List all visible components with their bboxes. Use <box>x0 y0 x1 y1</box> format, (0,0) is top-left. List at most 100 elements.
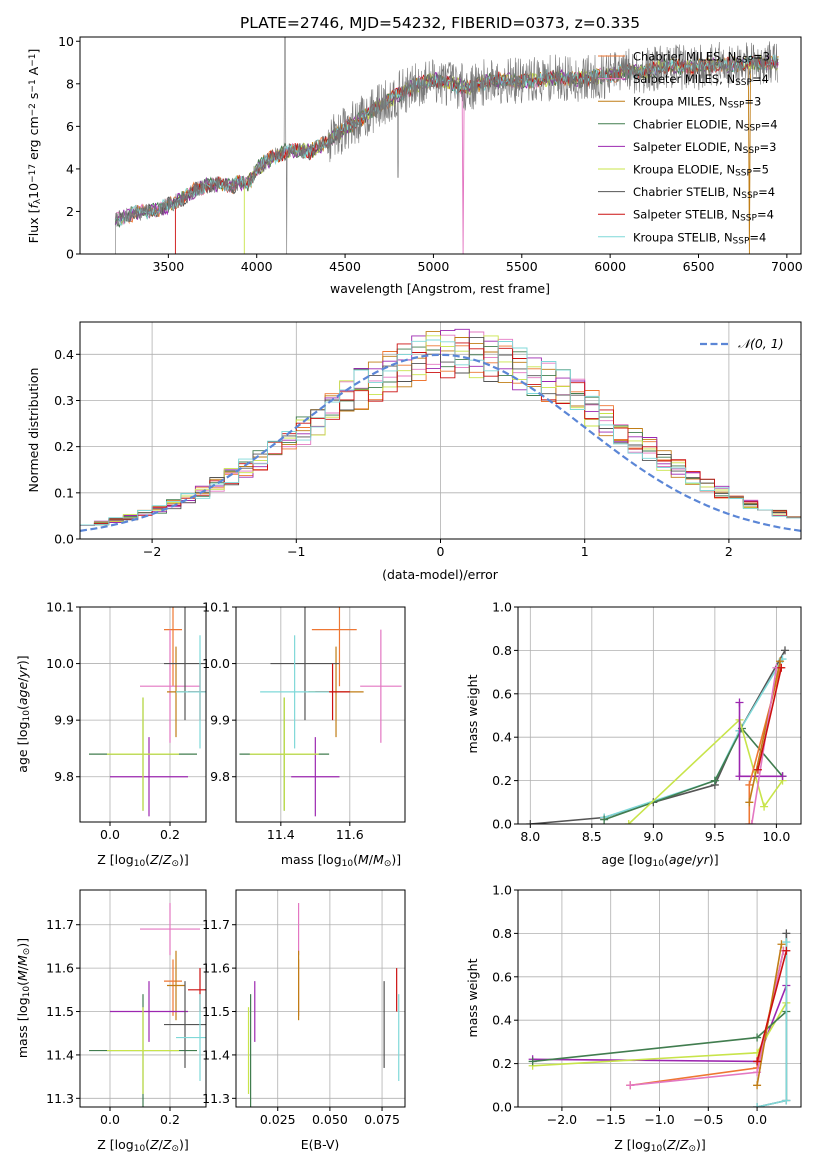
label-part: −2 <box>28 103 38 116</box>
label-part: Z [log <box>614 1137 650 1152</box>
label-part: ⊙ <box>384 859 392 869</box>
legend-entry: Kroupa ELODIE, NSSP=5 <box>633 163 769 179</box>
weight-marker <box>526 820 535 824</box>
label-part: N <box>731 208 740 222</box>
label-part: mass [log <box>15 997 30 1058</box>
x-tick-label: 0.050 <box>312 1112 348 1127</box>
frame: 0.0 0.2 11.3 11.4 11.5 11.6 11.7 <box>46 889 207 1127</box>
y-tick-label: 0.0 <box>54 532 74 547</box>
x-tick-label: 0.2 <box>160 827 180 842</box>
weight-marker <box>782 929 791 938</box>
y-tick-label: 0.8 <box>492 926 512 941</box>
legend-entry: Salpeter ELODIE, NSSP=3 <box>633 140 776 156</box>
y-tick-label: 11.5 <box>202 1004 230 1019</box>
label-part: M <box>15 970 30 981</box>
weight-line-krou_elodie <box>628 718 784 824</box>
frame: 0.025 0.050 0.075 11.3 11.4 11.5 11.6 11.7 <box>202 889 406 1127</box>
label-part: Chabrier MILES, <box>633 50 728 64</box>
label-part: N <box>719 95 728 109</box>
label-part: SSP <box>735 78 752 88</box>
y-tick-label: 0.4 <box>492 730 512 745</box>
axes-mass_vs_Z: 0.0 0.2 11.3 11.4 11.5 11.6 11.7 <box>46 889 207 1127</box>
x-tick-label: −1.5 <box>596 1112 626 1127</box>
label-part: / <box>15 677 30 682</box>
label-part: −1 <box>28 53 38 66</box>
x-tick-label: 6500 <box>683 259 715 274</box>
label-part: Z <box>666 1137 676 1152</box>
x-tick-label: 0.025 <box>260 1112 296 1127</box>
x-tick-label: 2 <box>725 544 733 559</box>
legend-entry: Kroupa STELIB, NSSP=4 <box>633 230 766 246</box>
label-part: M <box>15 955 30 966</box>
y-tick-label: 9.8 <box>54 769 74 784</box>
x-tick-label: 4000 <box>241 259 273 274</box>
y-axis-label: mass [log10(M/M⊙)] <box>15 938 32 1058</box>
y-axis-label: age [log10(age/yr)] <box>15 655 32 772</box>
weight-marker <box>776 657 785 666</box>
gaussian-curve <box>80 353 801 532</box>
x-tick-label: 0.0 <box>747 1112 767 1127</box>
x-tick-label: 9.5 <box>705 829 725 844</box>
x-axis-label: mass [log10(M/M⊙)] <box>281 852 401 869</box>
weight-line-krou_stelib <box>603 658 784 819</box>
label-part: Z [log <box>97 852 133 867</box>
x-tick-label: 0.0 <box>100 827 120 842</box>
plot-area <box>89 607 206 817</box>
label-part: =4 <box>749 230 766 244</box>
y-tick-label: 0.8 <box>492 643 512 658</box>
label-part: age <box>669 852 693 867</box>
frame: −2.0 −1.5 −1.0 −0.5 0.0 0.0 0.2 0.4 0.6 0.8 1.0 <box>492 883 802 1127</box>
axes-age_vs_Z: 0.0 0.2 9.8 9.9 10.0 10.1 <box>46 600 207 842</box>
label-part: SSP <box>741 191 758 201</box>
weight-marker <box>747 820 756 824</box>
label-part: mass [log <box>281 852 342 867</box>
label-part: SSP <box>735 169 752 179</box>
weight-marker <box>528 1057 537 1066</box>
label-part: N <box>735 117 744 131</box>
label-part: ⊙ <box>22 948 32 956</box>
legend-entry: Chabrier STELIB, NSSP=4 <box>633 185 775 201</box>
weight-marker <box>782 938 791 947</box>
x-tick-label: 1 <box>581 544 589 559</box>
label-part: SSP <box>733 237 750 247</box>
observed-spectrum <box>115 37 779 254</box>
label-part: / <box>692 852 697 867</box>
label-part: =3 <box>744 95 761 109</box>
y-tick-label: 2 <box>66 204 74 219</box>
x-tick-label: 8.0 <box>520 829 540 844</box>
label-part: Kroupa STELIB, <box>633 230 724 244</box>
label-part: 10 <box>342 859 354 869</box>
axes-mass_vs_ebv: 0.025 0.050 0.075 11.3 11.4 11.5 11.6 11.7 <box>202 889 406 1127</box>
x-tick-label: 0.2 <box>160 1112 180 1127</box>
frame: 8.0 8.5 9.0 9.5 10.0 0.0 0.2 0.4 0.6 0.8 1.0 <box>492 600 802 844</box>
y-tick-label: 4 <box>66 161 74 176</box>
legend-entry: Kroupa MILES, NSSP=3 <box>633 95 761 111</box>
frame: 3500 4000 4500 5000 5500 6000 6500 7000 0 2 4 6 8 10 <box>58 34 803 274</box>
label-part: Kroupa ELODIE, <box>633 163 726 177</box>
x-tick-label: 6000 <box>594 259 626 274</box>
axes-residuals: −2 −1 0 1 2 0.0 0.1 0.2 0.3 0.4 <box>54 321 802 559</box>
label-part: / <box>159 852 164 867</box>
y-tick-label: 1.0 <box>492 883 512 898</box>
plot-area <box>89 903 206 1107</box>
label-part: Z <box>149 852 159 867</box>
x-axis-label: Z [log10(Z/Z⊙)] <box>97 852 189 869</box>
label-part: 10 <box>653 859 665 869</box>
label-part: / <box>369 852 374 867</box>
label-part: A <box>26 66 41 79</box>
y-tick-label: 8 <box>66 76 74 91</box>
y-tick-label: 11.6 <box>46 961 74 976</box>
label-part: M <box>358 852 369 867</box>
label-part: f <box>26 203 41 209</box>
axes-frame <box>517 606 802 825</box>
label-part: M <box>373 852 384 867</box>
frame: 0.0 0.2 9.8 9.9 10.0 10.1 <box>46 600 207 842</box>
y-tick-label: 0.2 <box>492 1056 512 1071</box>
label-part: =4 <box>761 117 778 131</box>
label-part: ( <box>662 1137 667 1152</box>
label-part: ( <box>145 1137 150 1152</box>
y-axis-label: Normed distribution <box>26 368 41 493</box>
label-part: )] <box>179 852 189 867</box>
x-tick-label: 0 <box>437 544 445 559</box>
